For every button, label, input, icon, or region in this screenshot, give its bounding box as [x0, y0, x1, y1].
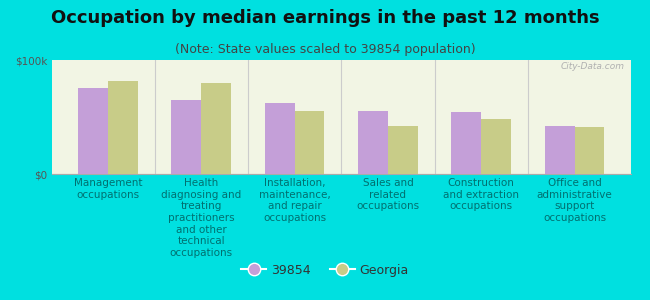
Bar — [451, 112, 481, 174]
Bar — [172, 100, 202, 174]
Bar — [481, 119, 511, 174]
Bar — [265, 103, 294, 174]
Bar — [294, 111, 324, 174]
Bar — [202, 83, 231, 174]
Text: (Note: State values scaled to 39854 population): (Note: State values scaled to 39854 popu… — [175, 44, 475, 56]
Bar — [575, 127, 604, 174]
Text: City-Data.com: City-Data.com — [561, 62, 625, 71]
Bar — [108, 80, 138, 174]
Bar — [358, 111, 388, 174]
Bar — [545, 126, 575, 174]
Text: Occupation by median earnings in the past 12 months: Occupation by median earnings in the pas… — [51, 9, 599, 27]
Bar — [388, 126, 418, 174]
Legend: 39854, Georgia: 39854, Georgia — [236, 259, 414, 282]
Bar — [78, 88, 108, 174]
